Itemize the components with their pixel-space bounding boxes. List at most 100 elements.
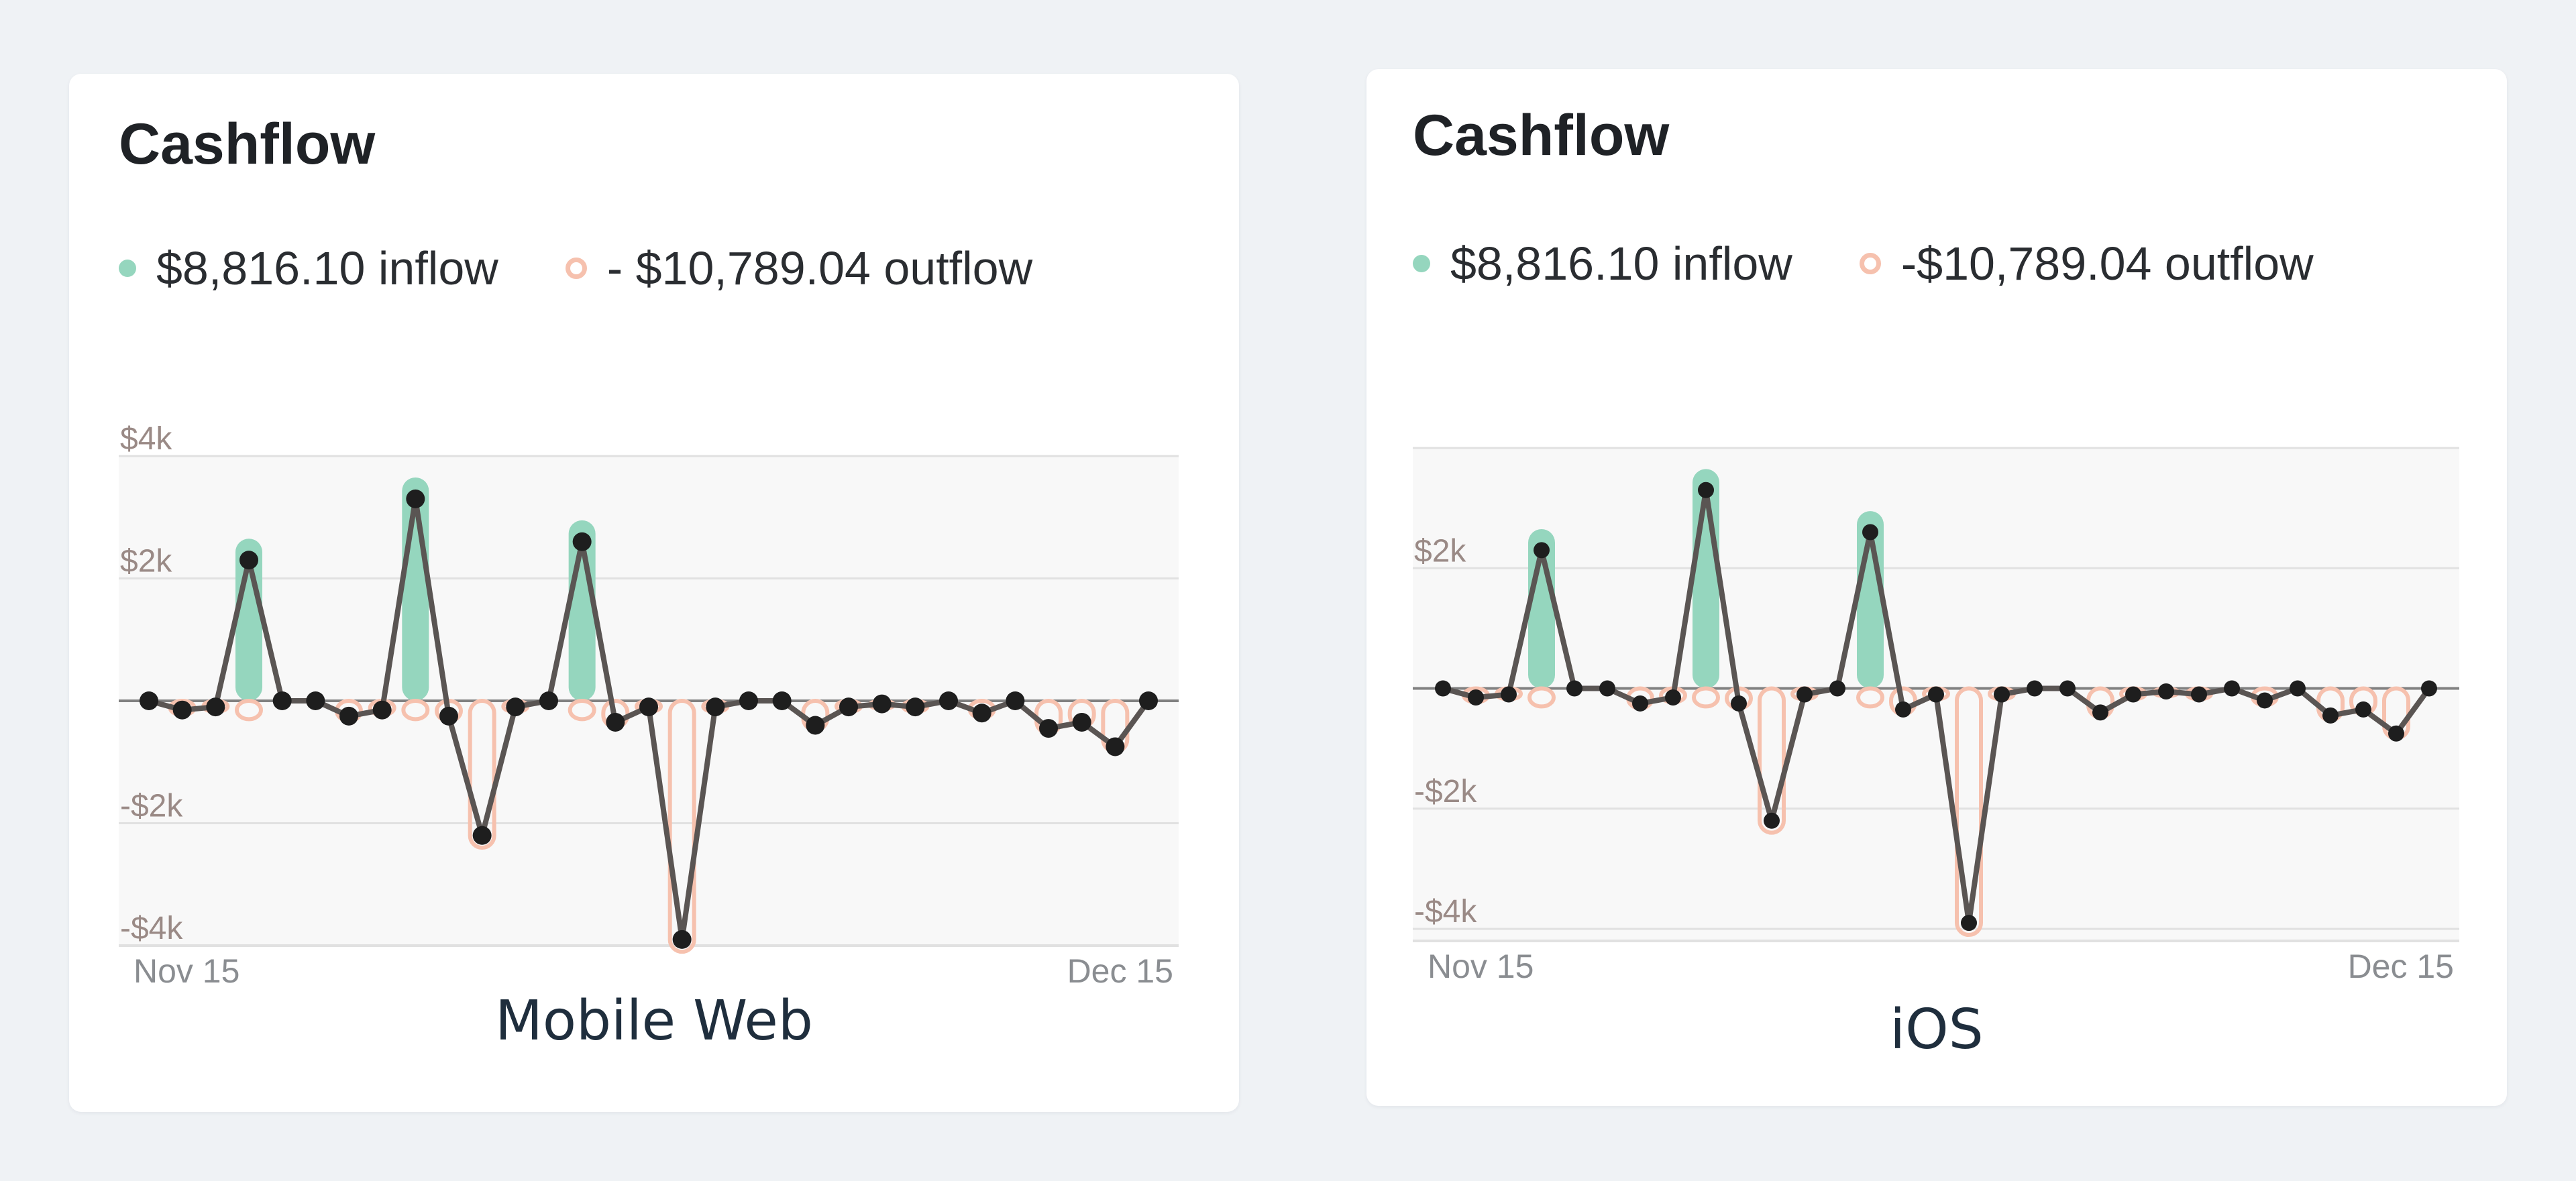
net-point bbox=[1039, 719, 1058, 738]
net-point bbox=[2322, 707, 2339, 724]
x-tick-label: Nov 15 bbox=[133, 952, 239, 990]
outflow-bar bbox=[667, 699, 696, 954]
net-point bbox=[306, 691, 325, 710]
inflow-dot-icon bbox=[119, 260, 136, 277]
y-tick-label: -$2k bbox=[120, 789, 183, 824]
y-tick-label: -$4k bbox=[1414, 894, 1477, 930]
net-point bbox=[239, 551, 258, 570]
net-point bbox=[1006, 691, 1025, 710]
x-tick-label: Dec 15 bbox=[1067, 952, 1173, 990]
net-point bbox=[872, 694, 892, 714]
net-point bbox=[2257, 692, 2273, 709]
net-point bbox=[1731, 695, 1747, 712]
net-point bbox=[539, 691, 558, 710]
legend-inflow: $8,816.10 inflow bbox=[1413, 237, 1792, 290]
chart-legend: $8,816.10 inflow - $10,789.04 outflow bbox=[119, 241, 1032, 295]
cashflow-chart: $2k -$2k -$4k Nov 15 Dec 15 bbox=[1413, 447, 2459, 985]
net-point bbox=[506, 697, 525, 717]
y-tick-label: $4k bbox=[120, 421, 172, 457]
net-point bbox=[1895, 701, 1911, 718]
net-point bbox=[839, 697, 858, 717]
net-point bbox=[2191, 686, 2207, 703]
y-gridlines bbox=[1413, 447, 2459, 930]
inflow-dot-icon bbox=[1413, 255, 1430, 272]
net-point bbox=[1764, 812, 1780, 829]
net-point bbox=[639, 697, 658, 717]
net-point bbox=[1566, 680, 1582, 697]
net-point bbox=[206, 697, 225, 717]
legend-outflow: - $10,789.04 outflow bbox=[565, 241, 1033, 295]
net-point bbox=[1468, 689, 1484, 706]
net-point bbox=[2125, 686, 2141, 703]
net-point bbox=[1139, 691, 1158, 710]
y-tick-label: $2k bbox=[120, 544, 172, 579]
net-point bbox=[2355, 701, 2371, 718]
outflow-bar bbox=[235, 699, 263, 722]
outflow-bar bbox=[1758, 686, 1786, 835]
net-point bbox=[1072, 712, 1091, 732]
net-point bbox=[1698, 482, 1714, 498]
net-point bbox=[572, 532, 592, 551]
net-point bbox=[372, 700, 392, 720]
net-point bbox=[172, 700, 192, 720]
card-title: Cashflow bbox=[119, 112, 376, 176]
outflow-bar bbox=[1955, 686, 1983, 938]
inflow-total: $8,816.10 inflow bbox=[156, 242, 498, 294]
outflow-ring-icon bbox=[565, 258, 587, 279]
net-point bbox=[772, 691, 792, 710]
net-point bbox=[1501, 686, 1517, 703]
x-tick-label: Nov 15 bbox=[1428, 948, 1534, 985]
net-point bbox=[1106, 737, 1125, 756]
net-point bbox=[1435, 680, 1451, 697]
card-title: Cashflow bbox=[1413, 103, 1670, 168]
platform-caption: Mobile Web bbox=[495, 989, 813, 1053]
net-point bbox=[806, 716, 825, 735]
net-point bbox=[2158, 683, 2174, 700]
chart-legend: $8,816.10 inflow -$10,789.04 outflow bbox=[1413, 237, 2314, 290]
net-point bbox=[1632, 695, 1648, 712]
outflow-bar bbox=[401, 699, 430, 722]
net-point bbox=[672, 930, 692, 949]
net-point bbox=[906, 697, 925, 717]
net-point bbox=[606, 712, 625, 732]
net-point bbox=[1994, 686, 2010, 703]
net-point bbox=[272, 691, 292, 710]
net-point bbox=[1534, 542, 1550, 559]
outflow-bar bbox=[468, 699, 496, 850]
net-point bbox=[1862, 524, 1878, 541]
net-points bbox=[140, 489, 1158, 949]
net-point bbox=[1829, 680, 1845, 697]
net-point bbox=[2388, 725, 2404, 742]
net-point bbox=[1665, 689, 1681, 706]
net-point bbox=[472, 826, 492, 845]
platform-caption: iOS bbox=[1890, 998, 1984, 1062]
net-point bbox=[2224, 680, 2240, 697]
net-point bbox=[972, 704, 991, 723]
x-tick-label: Dec 15 bbox=[2348, 948, 2454, 985]
cashflow-card-ios: Cashflow $8,816.10 inflow -$10,789.04 ou… bbox=[1366, 69, 2507, 1106]
cashflow-card-mobile-web: Cashflow $8,816.10 inflow - $10,789.04 o… bbox=[69, 74, 1239, 1112]
outflow-bar bbox=[1527, 686, 1556, 709]
net-point bbox=[2421, 680, 2437, 697]
outflow-bar bbox=[568, 699, 596, 722]
outflow-total: -$10,789.04 outflow bbox=[1900, 237, 2314, 290]
net-point bbox=[2059, 680, 2076, 697]
y-tick-label: -$2k bbox=[1414, 774, 1477, 809]
net-point bbox=[1928, 686, 1944, 703]
outflow-bar bbox=[1856, 686, 1884, 709]
net-point bbox=[706, 697, 725, 717]
legend-inflow: $8,816.10 inflow bbox=[119, 241, 498, 295]
outflow-total: - $10,789.04 outflow bbox=[606, 242, 1033, 294]
y-tick-label: -$4k bbox=[120, 911, 183, 946]
net-point bbox=[2290, 680, 2306, 697]
net-point bbox=[339, 706, 358, 726]
net-point bbox=[406, 489, 425, 508]
legend-outflow: -$10,789.04 outflow bbox=[1859, 237, 2314, 290]
net-point bbox=[140, 691, 158, 710]
net-point bbox=[2092, 704, 2108, 721]
y-tick-label: $2k bbox=[1414, 533, 1466, 569]
net-point bbox=[439, 706, 458, 726]
net-point bbox=[739, 691, 758, 710]
outflow-ring-icon bbox=[1859, 253, 1881, 274]
inflow-total: $8,816.10 inflow bbox=[1450, 237, 1792, 290]
